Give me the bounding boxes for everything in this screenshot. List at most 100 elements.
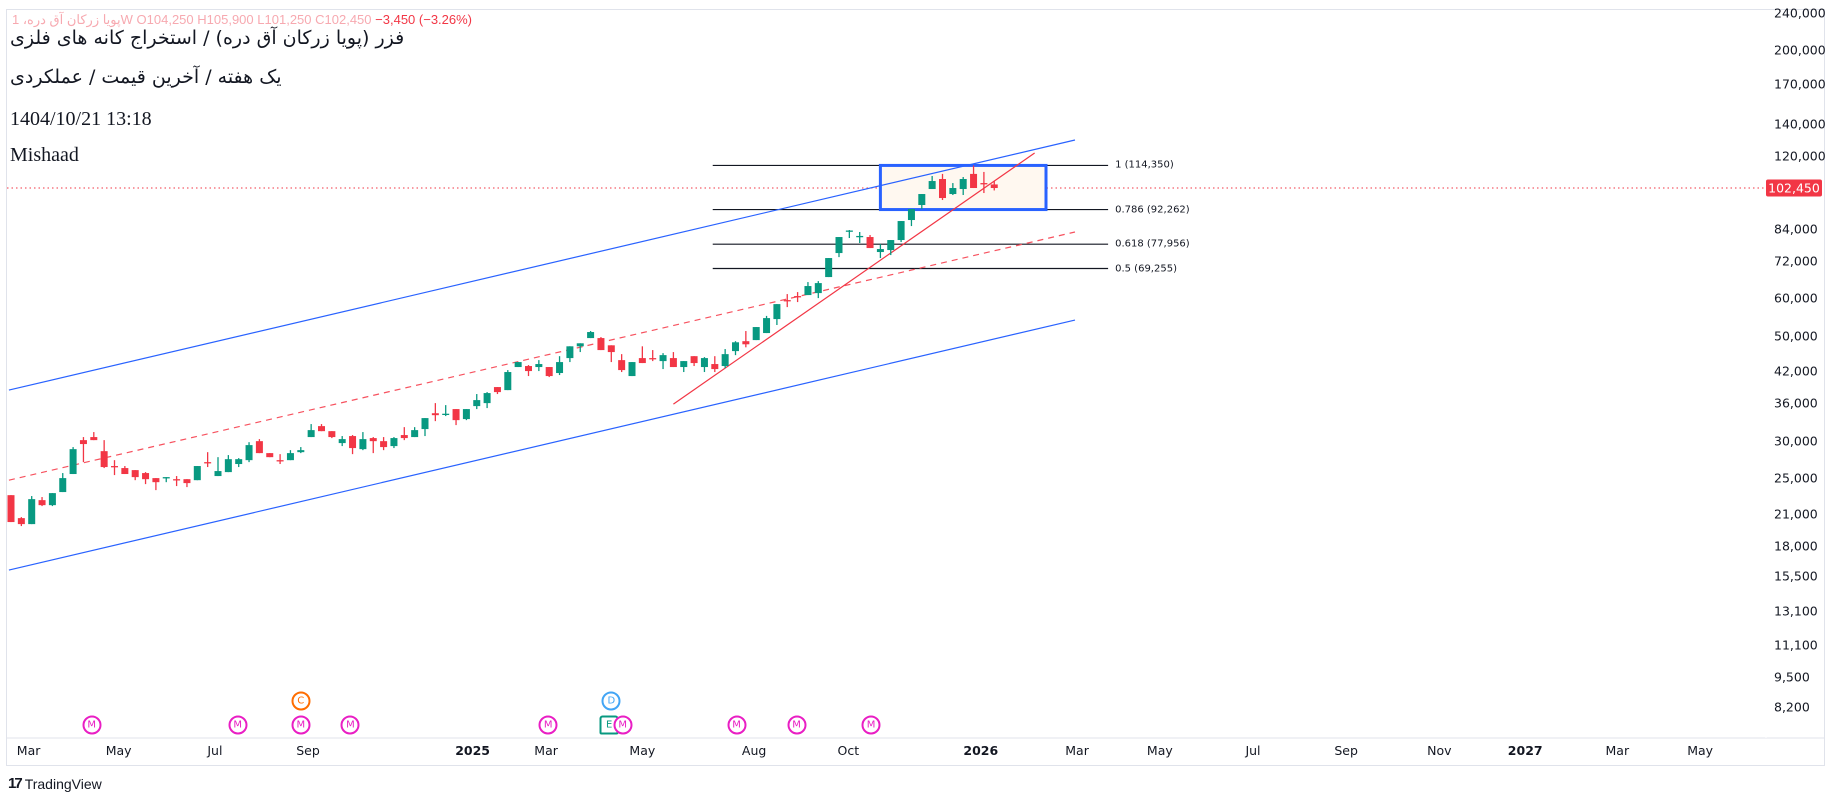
time-tick-label: May — [1687, 743, 1714, 758]
candle-body — [69, 449, 77, 475]
candle — [711, 356, 719, 373]
candle-body — [835, 237, 843, 254]
candle — [566, 346, 574, 363]
candle — [307, 424, 315, 438]
event-marker-m-icon[interactable]: M — [787, 715, 807, 735]
candle-body — [918, 194, 926, 205]
candle — [866, 235, 874, 249]
price-tick-label: 200,000 — [1774, 42, 1826, 58]
candle-body — [597, 338, 605, 351]
candle-body — [349, 436, 357, 449]
channel-lower-line — [8, 319, 1076, 571]
legend-high: H105,900 — [197, 12, 254, 27]
candle — [856, 232, 864, 244]
fib-level-label: 0.786 (92,262) — [1115, 204, 1190, 216]
candle — [690, 356, 698, 367]
fib-level-label: 1 (114,350) — [1115, 159, 1174, 171]
candle-body — [380, 441, 388, 448]
legend-change: −3,450 (−3.26%) — [375, 12, 473, 27]
event-marker-m-icon[interactable]: M — [538, 715, 558, 735]
candle-body — [783, 300, 791, 302]
tradingview-logo[interactable]: 17 TradingView — [8, 775, 102, 792]
candle — [111, 460, 118, 476]
event-marker-m-icon[interactable]: M — [291, 715, 311, 735]
candle-body — [876, 249, 884, 253]
time-tick-label: Jul — [207, 743, 223, 758]
price-tick-label: 84,000 — [1774, 221, 1818, 237]
candle — [649, 350, 657, 362]
event-marker-m-icon[interactable]: M — [82, 715, 102, 735]
event-marker-m-icon[interactable]: M — [228, 715, 248, 735]
candle-body — [131, 470, 139, 478]
price-tick-label: 120,000 — [1774, 148, 1826, 163]
candle-body — [897, 221, 905, 241]
candle-body — [628, 362, 636, 377]
candle-body — [649, 358, 657, 360]
candle-body — [959, 179, 967, 190]
candle-body — [928, 181, 936, 190]
candle — [173, 476, 181, 487]
event-marker-m-icon[interactable]: M — [340, 715, 360, 735]
price-tick-label: 140,000 — [1774, 116, 1826, 132]
time-tick-label: 2027 — [1507, 743, 1543, 758]
price-tick-label: 30,000 — [1774, 433, 1818, 449]
candle-body — [307, 430, 315, 438]
candle — [897, 221, 905, 243]
candle-body — [462, 409, 470, 420]
candle-body — [121, 468, 129, 475]
time-tick-label: Nov — [1427, 743, 1452, 758]
candle — [700, 357, 708, 373]
candle — [659, 353, 667, 370]
candle-body — [814, 283, 822, 294]
price-tick-label: 240,000 — [1774, 5, 1826, 21]
tradingview-logo-text: TradingView — [24, 775, 102, 792]
candle-body — [162, 477, 170, 479]
candle — [814, 281, 822, 299]
legend-symbol: پویا زرکان آق دره، 1W — [12, 12, 133, 27]
time-tick-label: Sep — [296, 743, 320, 758]
candle-body — [79, 440, 87, 445]
candle-body — [845, 230, 853, 232]
candle-body — [742, 341, 750, 345]
candle — [79, 437, 87, 463]
candle — [28, 496, 36, 525]
candle — [121, 466, 129, 475]
candle-body — [794, 296, 802, 298]
event-marker-m-icon[interactable]: M — [613, 715, 633, 735]
candle — [918, 194, 926, 210]
time-tick-label: 2026 — [963, 743, 999, 758]
candle-body — [318, 426, 325, 432]
candle — [90, 432, 98, 441]
event-marker-m-icon[interactable]: M — [861, 715, 881, 735]
channel-upper-line — [8, 139, 1076, 391]
candle-body — [659, 355, 667, 362]
event-marker-d-icon[interactable]: D — [601, 691, 621, 711]
candle — [204, 452, 212, 468]
candle-body — [338, 439, 346, 444]
candle-body — [390, 438, 398, 447]
candle — [131, 470, 139, 481]
event-marker-c-icon[interactable]: C — [291, 691, 311, 711]
candle-body — [856, 235, 864, 238]
price-tick-label: 21,000 — [1774, 506, 1818, 522]
candle — [628, 362, 636, 377]
candle-body — [142, 473, 150, 480]
candle-body — [773, 304, 781, 320]
candle-body — [59, 478, 67, 493]
event-marker-m-icon[interactable]: M — [727, 715, 747, 735]
candle — [142, 472, 150, 485]
candle — [980, 171, 988, 194]
candle-body — [690, 356, 698, 364]
candle — [576, 343, 584, 353]
candle — [752, 327, 760, 341]
candle — [442, 405, 450, 417]
candle — [939, 173, 946, 201]
candle-body — [152, 478, 160, 483]
candle — [286, 450, 294, 461]
candle-body — [763, 318, 771, 334]
candle-body — [752, 327, 760, 341]
candle — [794, 292, 802, 303]
candle-body — [400, 435, 408, 439]
candle — [597, 337, 605, 351]
